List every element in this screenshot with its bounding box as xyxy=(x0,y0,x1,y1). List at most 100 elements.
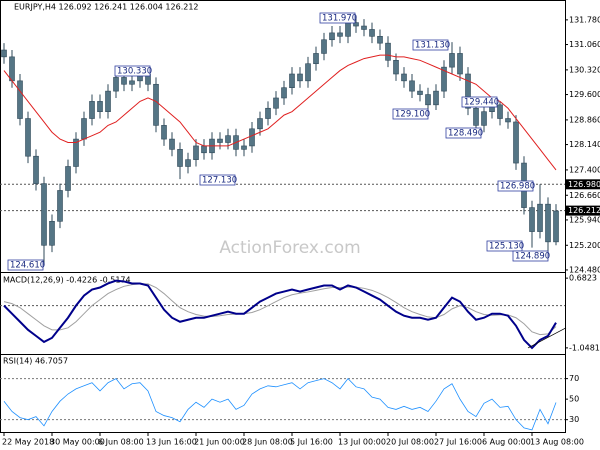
annotation: 129.100 xyxy=(395,110,430,120)
x-tick-label: 13 Aug 08:00 xyxy=(530,438,584,447)
candle-body xyxy=(289,73,295,88)
candle-body xyxy=(425,94,431,106)
candle-body xyxy=(433,90,439,106)
annotation: 131.970 xyxy=(322,14,357,24)
candle-body xyxy=(369,29,375,37)
x-tick-label: 13 Jun 16:00 xyxy=(146,438,197,447)
header: EURJPY,H4 126.092 126.241 126.004 126.21… xyxy=(14,3,199,12)
candle-body xyxy=(257,118,263,130)
trendline xyxy=(527,327,567,349)
candle-body xyxy=(185,159,191,167)
candle-body xyxy=(361,25,367,30)
annotation-box xyxy=(114,65,151,77)
candle-body xyxy=(513,121,519,164)
y-tick-label: 127.400 xyxy=(569,165,600,174)
candle-body xyxy=(457,53,463,75)
candle-body xyxy=(81,118,87,140)
candle-body xyxy=(401,73,407,82)
y-tick-label: 125.200 xyxy=(569,241,600,250)
y-tick-label: 128.860 xyxy=(569,115,600,124)
x-tick-label: 22 May 2018 xyxy=(2,438,54,447)
candle-body xyxy=(321,39,327,54)
annotation: 131.130 xyxy=(415,41,450,51)
candle-body xyxy=(1,49,7,58)
candle-body xyxy=(337,32,343,37)
annotation-box xyxy=(512,250,549,262)
x-tick-label: 5 Jul 16:00 xyxy=(290,438,333,447)
candle-body xyxy=(17,80,23,119)
candle-body xyxy=(121,77,127,85)
candle-body xyxy=(409,80,415,92)
candle-body xyxy=(225,135,231,143)
candle-body xyxy=(393,59,399,75)
watermark: ActionForex.com xyxy=(219,238,360,258)
candle-body xyxy=(553,210,559,243)
annotation-box xyxy=(7,259,44,271)
y-tick-label: 70 xyxy=(569,374,579,383)
y-tick-label: 124.480 xyxy=(569,265,600,274)
annotation-box xyxy=(412,39,449,51)
y-tick-label: 126.660 xyxy=(569,191,600,200)
candle-body xyxy=(161,125,167,140)
x-tick-label: 30 May 00:00 xyxy=(50,438,105,447)
candle-body xyxy=(33,155,39,184)
macd-line xyxy=(3,279,557,350)
y-tick-label: 129.600 xyxy=(569,90,600,99)
y-tick-label: 30 xyxy=(569,415,579,424)
candle-body xyxy=(313,53,319,65)
candle-body xyxy=(25,118,31,157)
candle-body xyxy=(345,22,351,37)
candle-body xyxy=(273,97,279,109)
candle-body xyxy=(9,56,15,82)
annotation: 127.130 xyxy=(202,176,237,186)
x-tick-label: 27 Jul 16:00 xyxy=(434,438,482,447)
candle-body xyxy=(417,90,423,95)
candle-body xyxy=(353,22,359,27)
candle-body xyxy=(473,107,479,126)
y-tick-label: 128.140 xyxy=(569,140,600,149)
annotation-box xyxy=(497,180,534,192)
x-tick-label: 21 Jun 00:00 xyxy=(194,438,245,447)
candle-body xyxy=(153,83,159,126)
candle-body xyxy=(481,111,487,126)
annotation: 128.490 xyxy=(448,129,483,139)
candle-body xyxy=(241,145,247,150)
candle-body xyxy=(201,145,207,154)
moving-average xyxy=(3,54,557,171)
candle-body xyxy=(169,138,175,150)
annotation-box xyxy=(199,174,236,186)
candle-body xyxy=(537,203,543,232)
candle-body xyxy=(129,80,135,85)
x-tick-label: 28 Jun 08:00 xyxy=(242,438,293,447)
candle-body xyxy=(305,63,311,82)
x-tick-label: 13 Jul 00:00 xyxy=(338,438,386,447)
candle-body xyxy=(57,190,63,222)
candle-body xyxy=(49,220,55,246)
candle-body xyxy=(65,166,71,191)
candle-body xyxy=(281,87,287,99)
price-box xyxy=(566,179,600,190)
y-tick-label: 125.940 xyxy=(569,215,600,224)
candle-body xyxy=(105,90,111,112)
macd-label: MACD(12,26,9) -0.4226 -0.5174 xyxy=(3,276,131,285)
candle-body xyxy=(497,104,503,119)
candle-body xyxy=(177,149,183,167)
y-tick-label: 131.780 xyxy=(569,15,600,24)
y-tick-label: 50 xyxy=(569,395,579,404)
candle-body xyxy=(249,128,255,147)
y-tick-label: 131.060 xyxy=(569,40,600,49)
macd-line xyxy=(3,283,557,336)
y-tick-label: -1.0481 xyxy=(569,343,600,352)
candle-body xyxy=(97,101,103,112)
annotation: 129.440 xyxy=(464,98,499,108)
price-box xyxy=(566,205,600,216)
candle-body xyxy=(113,77,119,92)
y-tick-label: 130.320 xyxy=(569,65,600,74)
candle-body xyxy=(385,42,391,61)
candle-body xyxy=(545,203,551,243)
x-tick-label: 6 Aug 00:00 xyxy=(482,438,531,447)
candle-body xyxy=(329,32,335,41)
candle-body xyxy=(73,138,79,167)
annotation-box xyxy=(392,108,429,120)
candle-body xyxy=(41,183,47,246)
